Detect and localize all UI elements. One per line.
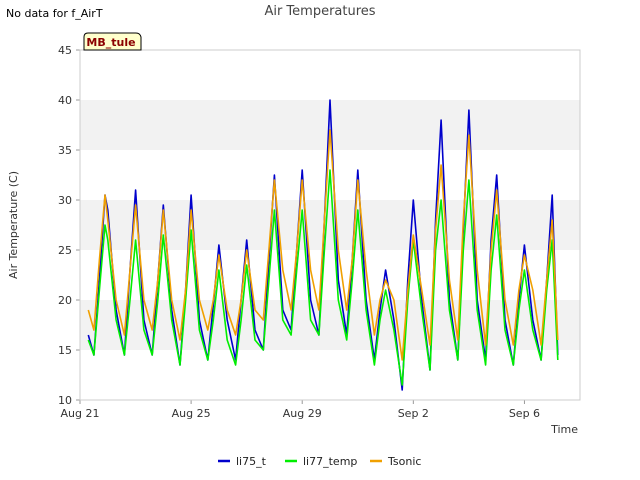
y-tick-label: 10 xyxy=(58,394,72,407)
y-tick-label: 45 xyxy=(58,44,72,57)
legend: li75_t li77_temp Tsonic xyxy=(218,455,421,468)
chart-title: Air Temperatures xyxy=(264,4,375,19)
plot-frame xyxy=(79,49,581,401)
x-tick-label: Sep 6 xyxy=(509,407,540,420)
grid-band xyxy=(80,50,580,100)
y-axis-title: Air Temperature (C) xyxy=(7,171,20,279)
x-tick-label: Aug 21 xyxy=(61,407,100,420)
y-tick-label: 40 xyxy=(58,94,72,107)
x-tick-label: Sep 2 xyxy=(398,407,429,420)
y-tick-label: 35 xyxy=(58,144,72,157)
legend-label: li77_temp xyxy=(303,455,357,468)
grid-band xyxy=(80,350,580,400)
legend-label: Tsonic xyxy=(387,455,421,468)
grid-band xyxy=(80,200,580,250)
no-data-note: No data for f_AirT xyxy=(6,7,103,20)
series-lines xyxy=(87,99,559,391)
y-tick-label: 25 xyxy=(58,244,72,257)
legend-label: li75_t xyxy=(236,455,267,468)
grid-band xyxy=(80,250,580,300)
y-axis-ticks: 10 15 20 25 30 35 40 45 xyxy=(58,44,80,407)
series-line-li77-temp xyxy=(87,169,559,386)
x-axis-title: Time xyxy=(550,423,578,436)
y-tick-label: 20 xyxy=(58,294,72,307)
x-tick-label: Aug 25 xyxy=(172,407,211,420)
site-badge: MB_tule xyxy=(83,32,142,51)
y-tick-label: 30 xyxy=(58,194,72,207)
site-badge-label: MB_tule xyxy=(86,36,135,49)
x-tick-label: Aug 29 xyxy=(283,407,322,420)
series-line-tsonic xyxy=(87,129,559,361)
x-axis-ticks: Aug 21 Aug 25 Aug 29 Sep 2 Sep 6 xyxy=(61,400,540,420)
grid-band xyxy=(80,300,580,350)
y-tick-label: 15 xyxy=(58,344,72,357)
